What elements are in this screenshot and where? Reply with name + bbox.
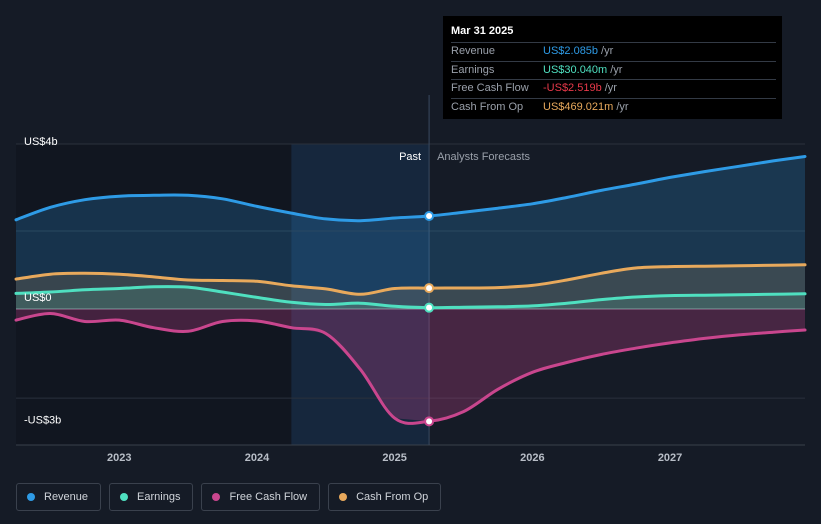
cash-from-op-dot-icon bbox=[339, 493, 348, 501]
series-area-free-cash-flow bbox=[16, 308, 805, 422]
x-tick-label: 2025 bbox=[382, 452, 406, 464]
legend-item-free-cash-flow[interactable]: Free Cash Flow bbox=[201, 483, 321, 511]
tooltip-panel: Mar 31 2025 Revenue US$2.085b /yr Earnin… bbox=[443, 16, 782, 119]
legend: Revenue Earnings Free Cash Flow Cash Fro… bbox=[16, 483, 442, 511]
tooltip-unit: /yr bbox=[604, 82, 617, 94]
forecast-label: Analysts Forecasts bbox=[437, 151, 530, 163]
tooltip-label: Earnings bbox=[451, 63, 495, 76]
tooltip-row-cash-from-op: Cash From Op US$469.021m /yr bbox=[451, 97, 776, 117]
tooltip-value: US$2.085b bbox=[543, 45, 599, 57]
tooltip-unit: /yr bbox=[616, 100, 629, 113]
tooltip-label: Free Cash Flow bbox=[451, 82, 529, 94]
x-tick-label: 2023 bbox=[107, 452, 131, 464]
tooltip-value: -US$2.519b bbox=[543, 82, 602, 94]
y-axis-label: US$0 bbox=[24, 292, 52, 304]
tooltip-unit: /yr bbox=[610, 63, 623, 76]
highlight-point-cash-from-op bbox=[424, 283, 435, 294]
tooltip-label: Revenue bbox=[451, 45, 496, 57]
series-line-earnings bbox=[14, 285, 807, 310]
series-area-earnings bbox=[16, 286, 805, 309]
tooltip-row-earnings: Earnings US$30.040m /yr bbox=[451, 60, 776, 80]
legend-item-cash-from-op[interactable]: Cash From Op bbox=[328, 483, 442, 511]
series-line-revenue bbox=[14, 155, 807, 223]
legend-label: Revenue bbox=[44, 491, 89, 503]
free-cash-flow-dot-icon bbox=[212, 493, 221, 501]
tooltip-row-revenue: Revenue US$2.085b /yr bbox=[451, 42, 776, 61]
x-tick-label: 2024 bbox=[245, 452, 270, 464]
legend-label: Free Cash Flow bbox=[229, 491, 308, 503]
past-label: Past bbox=[399, 151, 421, 163]
tooltip-date: Mar 31 2025 bbox=[451, 25, 514, 37]
series-line-free-cash-flow bbox=[14, 311, 807, 425]
x-tick-label: 2027 bbox=[658, 452, 682, 464]
highlight-point-free-cash-flow bbox=[424, 416, 435, 427]
tooltip-value: US$30.040m bbox=[543, 63, 608, 76]
series-line-cash-from-op bbox=[14, 263, 807, 296]
legend-item-revenue[interactable]: Revenue bbox=[16, 483, 102, 511]
tooltip-unit: /yr bbox=[601, 45, 614, 57]
tooltip-value: US$469.021m bbox=[543, 100, 614, 113]
x-tick-label: 2026 bbox=[520, 452, 544, 464]
legend-item-earnings[interactable]: Earnings bbox=[109, 483, 194, 511]
y-axis-label: US$4b bbox=[24, 136, 58, 148]
revenue-dot-icon bbox=[27, 493, 35, 501]
highlight-point-earnings bbox=[424, 302, 435, 313]
y-axis-label: -US$3b bbox=[24, 415, 61, 427]
tooltip-row-free-cash-flow: Free Cash Flow -US$2.519b /yr bbox=[451, 79, 776, 98]
highlight-point-revenue bbox=[424, 211, 435, 222]
legend-label: Cash From Op bbox=[356, 491, 429, 503]
legend-label: Earnings bbox=[137, 491, 181, 503]
earnings-dot-icon bbox=[120, 493, 129, 501]
tooltip-label: Cash From Op bbox=[451, 100, 524, 113]
